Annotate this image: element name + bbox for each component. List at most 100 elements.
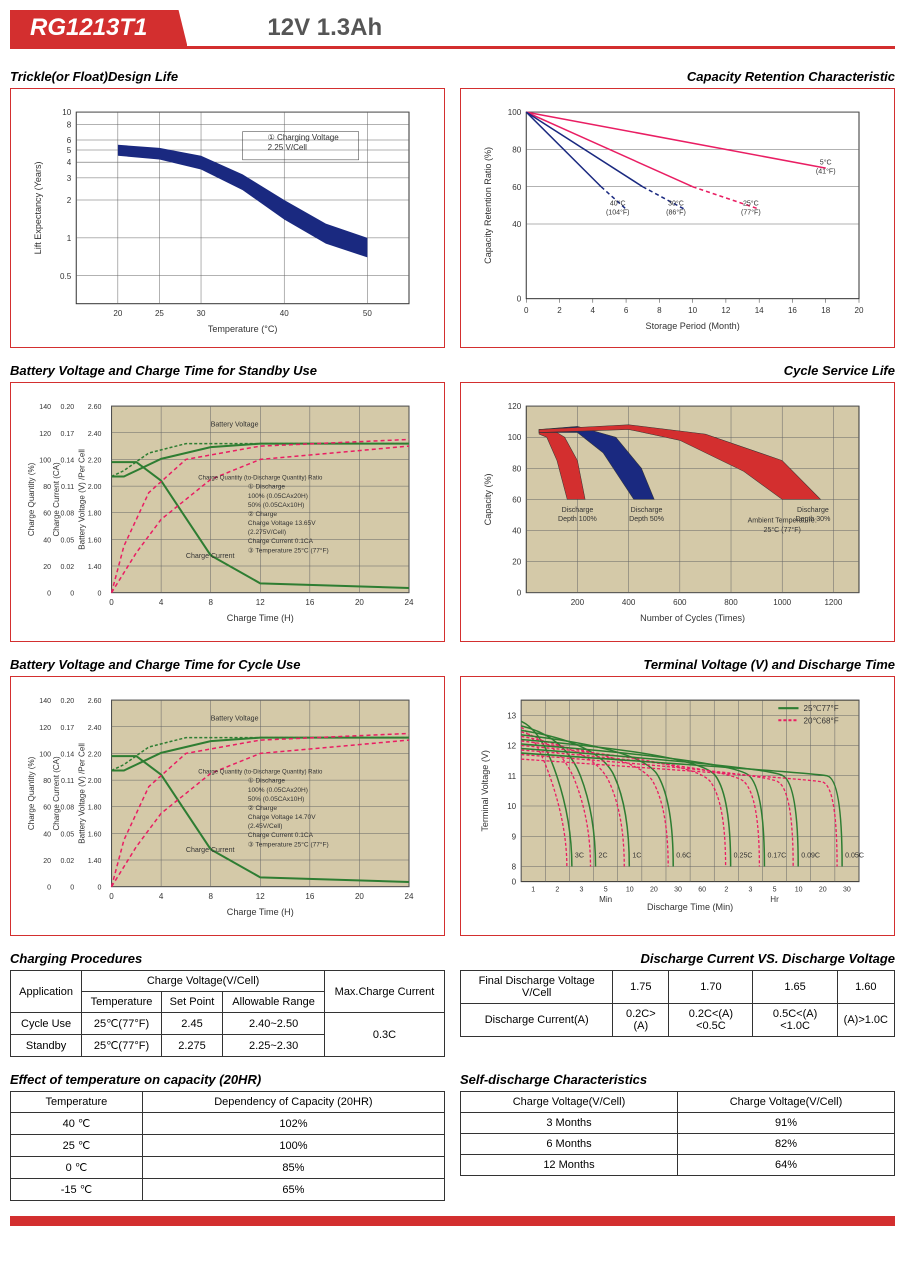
t1-h2: Max.Charge Current — [324, 971, 444, 1013]
svg-text:Charge Current 0.1CA: Charge Current 0.1CA — [248, 832, 314, 839]
svg-text:0: 0 — [524, 306, 529, 315]
td: -15 ℃ — [11, 1179, 143, 1201]
t1-h1: Charge Voltage(V/Cell) — [82, 971, 325, 992]
svg-text:8: 8 — [208, 892, 213, 901]
table4-title: Self-discharge Characteristics — [460, 1072, 895, 1087]
svg-text:20: 20 — [650, 887, 658, 894]
chart5-svg: 0481216202402040608010012014000.020.050.… — [19, 685, 436, 927]
svg-text:20℃68°F: 20℃68°F — [804, 716, 839, 725]
svg-text:0: 0 — [109, 892, 114, 901]
header: RG1213T1 12V 1.3Ah — [10, 10, 895, 49]
chart4-container: Cycle Service Life 200400600800100012000… — [460, 363, 895, 642]
table2: Final Discharge Voltage V/Cell 1.75 1.70… — [460, 970, 895, 1037]
svg-text:4: 4 — [159, 598, 164, 607]
table3-title: Effect of temperature on capacity (20HR) — [10, 1072, 445, 1087]
svg-text:(77°F): (77°F) — [741, 208, 761, 216]
svg-text:(41°F): (41°F) — [816, 167, 836, 175]
svg-text:1.80: 1.80 — [88, 511, 102, 518]
svg-text:Lift Expectancy (Years): Lift Expectancy (Years) — [33, 161, 43, 254]
svg-text:50: 50 — [363, 309, 372, 318]
svg-text:② Charge: ② Charge — [248, 804, 278, 812]
svg-text:12: 12 — [256, 598, 265, 607]
th: Temperature — [11, 1092, 143, 1113]
svg-text:3: 3 — [748, 887, 752, 894]
svg-text:2: 2 — [67, 196, 72, 205]
svg-text:10: 10 — [626, 887, 634, 894]
svg-text:2: 2 — [555, 887, 559, 894]
td: 85% — [142, 1157, 444, 1179]
t1-h0: Application — [11, 971, 82, 1013]
svg-text:100% (0.05CAx20H): 100% (0.05CAx20H) — [248, 787, 308, 794]
td: 0 ℃ — [11, 1157, 143, 1179]
svg-text:0.05: 0.05 — [61, 537, 75, 544]
svg-text:2.00: 2.00 — [88, 484, 102, 491]
svg-text:0: 0 — [512, 878, 517, 887]
svg-text:40: 40 — [43, 537, 51, 544]
svg-text:5°C: 5°C — [820, 158, 832, 166]
svg-text:5: 5 — [67, 146, 72, 155]
svg-text:40: 40 — [512, 220, 521, 229]
svg-text:25°C: 25°C — [743, 199, 759, 207]
svg-text:③ Temperature 25°C (77°F): ③ Temperature 25°C (77°F) — [248, 546, 329, 554]
svg-text:0.11: 0.11 — [61, 484, 74, 491]
svg-text:4: 4 — [591, 306, 596, 315]
svg-text:2.25 V/Cell: 2.25 V/Cell — [268, 143, 308, 152]
svg-text:3: 3 — [67, 174, 72, 183]
svg-text:Capacity Retention Ratio (%): Capacity Retention Ratio (%) — [483, 147, 493, 264]
svg-text:10: 10 — [507, 802, 516, 811]
table1-container: Charging Procedures Application Charge V… — [10, 951, 445, 1057]
svg-text:13: 13 — [507, 711, 516, 720]
svg-text:12: 12 — [721, 306, 730, 315]
svg-text:0.05C: 0.05C — [845, 852, 864, 859]
svg-text:Depth 50%: Depth 50% — [629, 516, 665, 523]
svg-text:0: 0 — [47, 591, 51, 598]
svg-text:(104°F): (104°F) — [606, 208, 630, 216]
svg-text:0.20: 0.20 — [61, 404, 75, 411]
chart1-container: Trickle(or Float)Design Life 20253040500… — [10, 69, 445, 348]
td: 65% — [142, 1179, 444, 1201]
chart1-svg: 20253040500.5123456810Temperature (°C)Li… — [19, 97, 436, 339]
svg-text:100: 100 — [508, 433, 522, 442]
svg-text:60: 60 — [512, 495, 521, 504]
svg-text:24: 24 — [405, 892, 414, 901]
svg-text:800: 800 — [724, 598, 738, 607]
svg-text:400: 400 — [622, 598, 636, 607]
table1: Application Charge Voltage(V/Cell) Max.C… — [10, 970, 445, 1057]
table1-title: Charging Procedures — [10, 951, 445, 966]
chart4-title: Cycle Service Life — [460, 363, 895, 378]
svg-text:0.11: 0.11 — [61, 778, 74, 785]
svg-text:0.20: 0.20 — [61, 698, 75, 705]
chart2-container: Capacity Retention Characteristic 024681… — [460, 69, 895, 348]
svg-text:0.17: 0.17 — [61, 431, 75, 438]
svg-text:60: 60 — [698, 887, 706, 894]
svg-text:0: 0 — [517, 295, 522, 304]
svg-text:20: 20 — [355, 598, 364, 607]
svg-text:600: 600 — [673, 598, 687, 607]
svg-text:6: 6 — [67, 136, 72, 145]
svg-text:2C: 2C — [599, 852, 608, 859]
svg-text:140: 140 — [39, 404, 51, 411]
td: 64% — [678, 1155, 895, 1176]
t1-r0c4: 0.3C — [324, 1013, 444, 1057]
chart3-title: Battery Voltage and Charge Time for Stan… — [10, 363, 445, 378]
svg-text:Discharge Time (Min): Discharge Time (Min) — [647, 902, 733, 912]
svg-text:16: 16 — [305, 598, 314, 607]
t1-r0c3: 2.40~2.50 — [223, 1013, 325, 1035]
td: 12 Months — [461, 1155, 678, 1176]
svg-text:1C: 1C — [632, 852, 641, 859]
svg-text:Charge Time (H): Charge Time (H) — [227, 613, 294, 623]
table4-container: Self-discharge Characteristics Charge Vo… — [460, 1072, 895, 1201]
svg-text:(2.275V/Cell): (2.275V/Cell) — [248, 529, 286, 536]
svg-text:2.60: 2.60 — [88, 698, 102, 705]
td: 82% — [678, 1134, 895, 1155]
svg-text:40: 40 — [43, 831, 51, 838]
svg-text:20: 20 — [819, 887, 827, 894]
svg-text:40: 40 — [512, 527, 521, 536]
svg-text:200: 200 — [571, 598, 585, 607]
svg-text:Terminal Voltage (V): Terminal Voltage (V) — [480, 750, 490, 832]
svg-text:0.14: 0.14 — [61, 457, 75, 464]
svg-text:0: 0 — [70, 591, 74, 598]
svg-text:30°C: 30°C — [668, 199, 684, 207]
svg-text:1200: 1200 — [824, 598, 842, 607]
svg-text:10: 10 — [688, 306, 697, 315]
